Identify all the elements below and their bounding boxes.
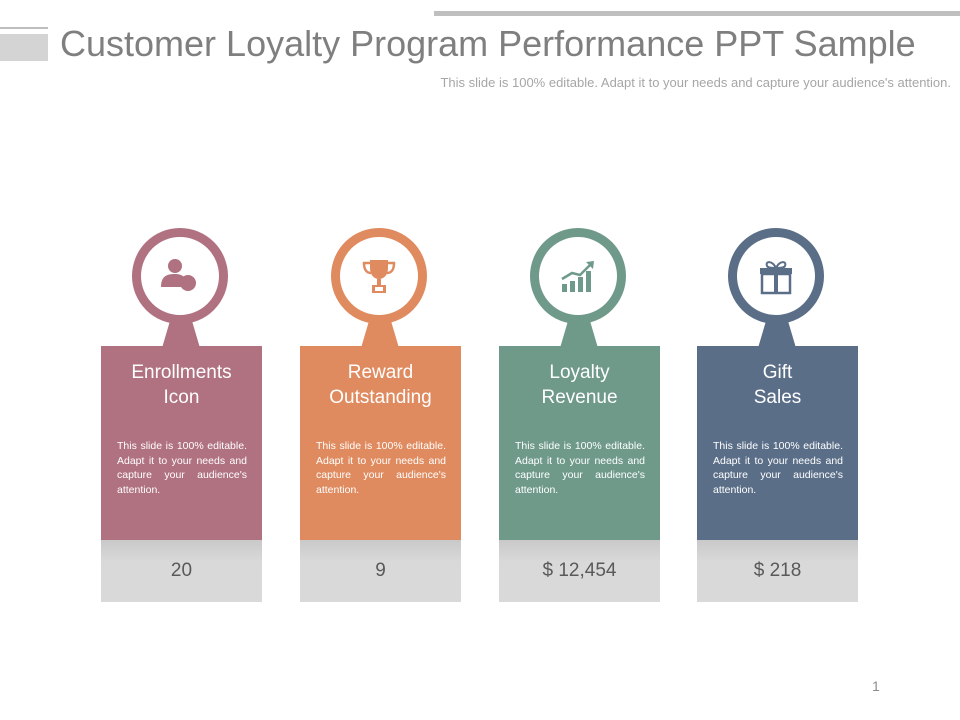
card-description: This slide is 100% editable. Adapt it to… <box>316 440 446 496</box>
card-value: $ 12,454 <box>542 560 617 581</box>
card-panel: Loyalty Revenue This slide is 100% edita… <box>499 346 660 540</box>
card-value: 20 <box>170 560 193 581</box>
card-heading-line1: Reward <box>347 362 414 383</box>
card-heading-line2: Revenue <box>541 387 618 408</box>
card-value-shadow <box>697 540 858 562</box>
card-icon-ring <box>530 228 626 324</box>
card-heading: Loyalty Revenue <box>499 360 660 410</box>
page-number: 1 <box>872 678 880 694</box>
card-loyalty-revenue: Loyalty Revenue This slide is 100% edita… <box>499 228 660 602</box>
card-panel: Enrollments Icon This slide is 100% edit… <box>101 346 262 540</box>
card-value-shadow <box>101 540 262 562</box>
card-icon-ring <box>728 228 824 324</box>
card-heading-line2: Icon <box>163 387 200 408</box>
card-description: This slide is 100% editable. Adapt it to… <box>515 440 645 496</box>
gift-icon <box>760 261 792 295</box>
card-description: This slide is 100% editable. Adapt it to… <box>713 440 843 496</box>
card-heading-line1: Enrollments <box>131 362 232 383</box>
growth-chart-icon <box>561 261 594 292</box>
card-heading: Enrollments Icon <box>101 360 262 410</box>
card-heading-line2: Outstanding <box>329 387 432 408</box>
trophy-icon <box>362 260 396 293</box>
left-accent-line <box>0 27 48 29</box>
card-value-shadow <box>300 540 461 562</box>
card-enrollments: Enrollments Icon This slide is 100% edit… <box>101 228 262 602</box>
left-accent-block <box>0 34 48 61</box>
card-description: This slide is 100% editable. Adapt it to… <box>117 440 247 496</box>
card-panel: Gift Sales This slide is 100% editable. … <box>697 346 858 540</box>
slide-title: Customer Loyalty Program Performance PPT… <box>60 23 916 64</box>
card-heading: Reward Outstanding <box>300 360 461 410</box>
card-heading: Gift Sales <box>697 360 858 410</box>
card-heading-line1: Loyalty <box>549 362 610 383</box>
slide-subtitle: This slide is 100% editable. Adapt it to… <box>440 75 951 90</box>
card-panel: Reward Outstanding This slide is 100% ed… <box>300 346 461 540</box>
card-reward: Reward Outstanding This slide is 100% ed… <box>300 228 461 602</box>
card-value-shadow <box>499 540 660 562</box>
top-accent-bar <box>434 11 960 16</box>
card-heading-line2: Sales <box>753 387 802 408</box>
card-icon-ring <box>331 228 427 324</box>
card-value: $ 218 <box>753 560 802 581</box>
card-gift-sales: Gift Sales This slide is 100% editable. … <box>697 228 858 602</box>
card-value: 9 <box>375 560 386 581</box>
card-heading-line1: Gift <box>762 362 793 383</box>
user-icon <box>161 259 196 291</box>
card-icon-ring <box>132 228 228 324</box>
